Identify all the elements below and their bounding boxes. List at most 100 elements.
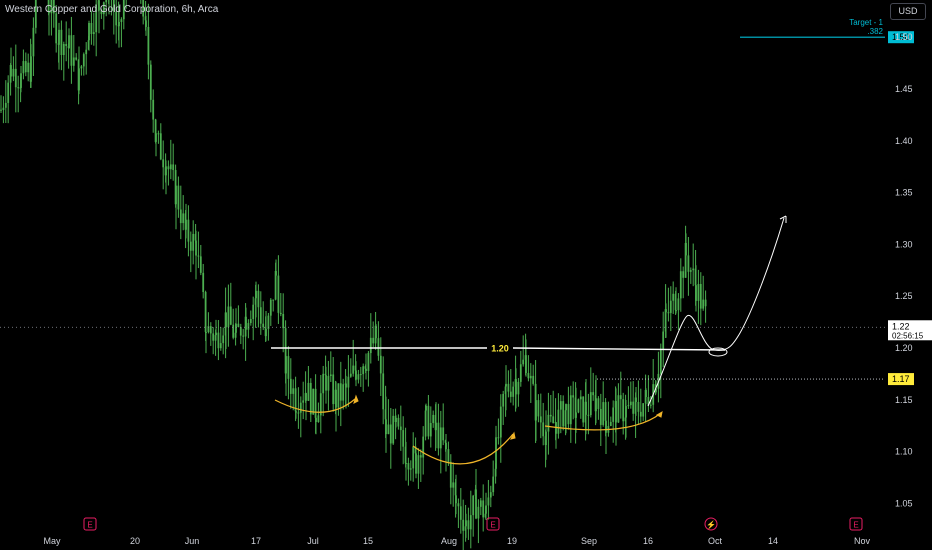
candle-body (267, 315, 270, 329)
retest-circle[interactable] (708, 347, 728, 357)
countdown-text: 02:56:15 (892, 331, 924, 340)
candle-body (497, 437, 500, 439)
candle-body (65, 44, 68, 47)
candle-body (507, 383, 510, 392)
event-marker-4[interactable]: E (849, 517, 863, 531)
cup-curve-left[interactable] (274, 398, 356, 413)
candle-body (309, 382, 312, 415)
candle-body (675, 310, 677, 312)
event-marker-2[interactable]: E (486, 517, 500, 531)
y-tick-label: 1.45 (895, 84, 913, 94)
candle-body (677, 298, 680, 311)
candle-body (349, 373, 352, 377)
candle-body (562, 401, 565, 427)
candle-body (327, 376, 330, 391)
y-tick-label: 1.25 (895, 291, 913, 301)
candle-body (235, 323, 237, 333)
candle-body (577, 399, 580, 413)
candle-body (205, 331, 207, 333)
target-price-tag (888, 31, 914, 44)
candle-body (499, 406, 502, 438)
candle-body (357, 374, 360, 380)
candle-body (629, 401, 632, 406)
candle-body (399, 426, 402, 431)
y-tick-label: 1.35 (895, 188, 913, 198)
cup-arrow-right (655, 410, 663, 418)
candle-body (397, 417, 400, 427)
earnings-icon[interactable] (849, 517, 863, 531)
candle-body (185, 219, 187, 230)
candle-body (207, 326, 210, 333)
candle-body (639, 411, 642, 417)
candle-body (165, 166, 167, 176)
cup-curve-right[interactable] (544, 412, 662, 431)
candle-body (392, 415, 395, 444)
candle-body (622, 399, 625, 422)
cup-curve-middle[interactable] (412, 433, 514, 465)
candle-body (559, 401, 562, 410)
earnings-marker-text: E (853, 521, 858, 530)
candle-body (4, 102, 7, 108)
earnings-icon[interactable] (83, 517, 97, 531)
candle-body (452, 482, 455, 488)
x-tick-label: Sep (581, 536, 597, 546)
event-marker-1[interactable]: E (83, 517, 97, 531)
target-price-text: 1.50 (892, 32, 910, 42)
earnings-icon[interactable] (486, 517, 500, 531)
candle-body (549, 414, 552, 417)
projection-path[interactable] (647, 217, 785, 407)
candle-body (162, 159, 165, 168)
x-tick-label: May (43, 536, 61, 546)
candle-body (7, 82, 10, 103)
candle-body (355, 370, 357, 380)
candle-body (34, 0, 37, 28)
candle-body (317, 415, 320, 422)
candle-body (529, 375, 532, 379)
candle-body (565, 404, 567, 411)
candle-body (479, 500, 482, 507)
candle-body (32, 27, 35, 57)
candle-body (457, 503, 460, 507)
candle-body (295, 411, 297, 413)
candle-body (269, 299, 272, 316)
candle-body (505, 383, 507, 387)
candle-body (697, 283, 700, 301)
candle-body (665, 309, 667, 313)
event-marker-3[interactable]: ⚡ (704, 517, 718, 531)
candle-body (285, 356, 287, 374)
candle-body (679, 271, 682, 299)
candle-body (527, 373, 530, 379)
candle-body (202, 272, 205, 293)
current-price-text: 1.22 (892, 321, 910, 331)
candle-body (655, 388, 657, 393)
candle-body (667, 312, 670, 314)
candle-body (687, 255, 690, 272)
candle-body (542, 422, 545, 437)
candle-body (182, 213, 185, 224)
candle-body (255, 290, 257, 299)
candle-body (147, 26, 150, 65)
candle-body (307, 382, 310, 401)
candle-body (525, 355, 527, 374)
currency-button[interactable]: USD (890, 3, 926, 20)
candle-body (120, 19, 123, 22)
candle-body (314, 388, 317, 418)
candle-body (85, 49, 88, 55)
neckline-right[interactable] (512, 347, 726, 351)
candle-body (557, 409, 560, 434)
candle-body (115, 11, 118, 26)
candlestick-series (0, 0, 707, 550)
candle-body (14, 68, 17, 88)
candle-body (152, 99, 155, 120)
candle-body (432, 414, 435, 424)
candle-body (589, 392, 592, 416)
candle-body (692, 268, 695, 271)
candle-body (617, 395, 620, 423)
candle-body (659, 348, 662, 374)
candle-body (352, 365, 355, 374)
candle-body (209, 326, 212, 334)
candle-body (469, 515, 472, 530)
dividend-icon[interactable] (704, 517, 718, 531)
